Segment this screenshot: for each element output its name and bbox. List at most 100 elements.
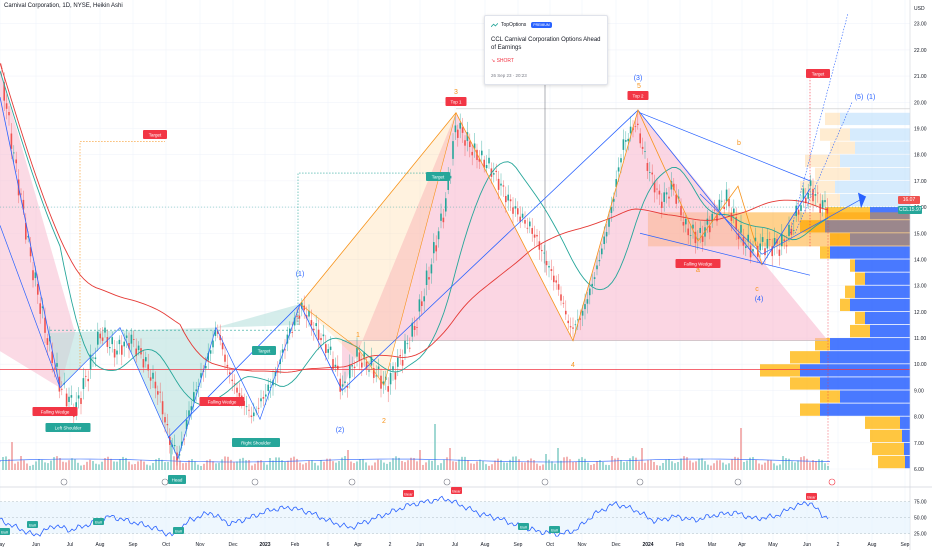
volume-profile-bar [904,442,910,456]
candle-body [133,338,135,340]
volume-profile-bar [830,141,855,154]
volume-bar [326,458,328,470]
candle-body [267,384,269,391]
volume-bar [617,457,619,470]
volume-bar [380,460,382,470]
candle-body [656,188,658,190]
volume-bar [554,463,556,470]
volume-bar [269,458,271,470]
volume-bar [596,461,598,470]
volume-bar [170,440,172,470]
volume-profile-bar [855,259,910,272]
candle-body [764,248,766,256]
candle-body [224,354,226,362]
volume-bar [92,461,94,470]
candle-body [111,337,113,345]
volume-bar [266,464,268,470]
volume-bar [773,463,775,470]
candle-body [22,199,25,210]
candle-body [334,364,337,367]
candle-body [754,237,757,242]
candle-body [375,375,377,377]
candle-body [123,341,125,347]
volume-bar [623,462,625,470]
volume-profile-bar [840,193,910,207]
candle-body [785,245,788,247]
volume-bar [278,457,280,470]
volume-bar [779,464,781,470]
candle-body [697,238,699,240]
candle-body [788,224,790,236]
candle-body [80,398,82,404]
candle-body [449,175,452,179]
volume-bar [584,458,586,470]
news-headline[interactable]: CCL Carnival Corporation Options Ahead o… [491,37,601,51]
volume-bar [710,465,712,470]
candle-body [437,231,440,240]
candle-body [344,381,346,383]
candle-body [142,358,145,368]
candle-body [125,335,128,338]
x-tick-label: Jul [452,542,458,548]
candle-body [783,239,785,242]
candle-body [104,327,106,333]
volume-bar [776,465,778,470]
candle-body [488,157,490,164]
candle-body [183,438,185,440]
volume-profile-bar [820,246,830,259]
volume-bar [641,448,643,470]
pattern-label-red [445,97,467,106]
candle-body [217,331,219,334]
candle-body [406,343,409,345]
volume-profile-bar [855,311,865,325]
news-tag-short: ↘ SHORT [491,58,514,64]
candle-body [65,393,68,407]
volume-bar [341,457,343,470]
volume-bar [491,464,493,470]
volume-bar [332,461,334,470]
volume-bar [167,461,169,470]
candle-body [577,319,579,321]
volume-bar [698,458,700,470]
candle-body [521,213,524,218]
rsi-divergence-label [806,493,817,500]
volume-bar [455,461,457,470]
candle-body [207,353,209,361]
volume-bar [47,463,49,470]
candle-body [157,391,159,395]
x-tick-label: 2024 [642,542,653,548]
volume-bar [77,462,79,470]
volume-bar [449,448,451,470]
volume-bar [293,456,295,470]
volume-bar [464,456,466,470]
candle-body [617,167,620,172]
candle-body [440,213,442,221]
news-card[interactable]: TopOptions PREMIUM CCL Carnival Corporat… [484,15,608,85]
volume-bar [56,456,58,470]
candle-body [826,207,829,214]
volume-bar [518,459,520,470]
volume-bar [401,460,403,470]
earnings-marker [251,478,259,486]
volume-bar [503,462,505,470]
y-tick-label: 18.00 [914,153,927,159]
candle-body [286,334,289,344]
volume-bar [347,450,349,470]
wedge-line [0,96,61,388]
candle-body [524,220,526,224]
volume-ma [0,458,831,463]
candle-body [608,218,610,227]
volume-bar [353,463,355,470]
candle-body [596,265,598,270]
candle-body [135,348,137,357]
candle-body [473,143,476,149]
candle-body [574,324,577,326]
volume-bar [197,464,199,470]
volume-bar [50,460,52,470]
volume-bar [95,463,97,470]
volume-bar [296,458,298,470]
candle-body [214,330,217,337]
volume-profile-bar [840,298,850,312]
